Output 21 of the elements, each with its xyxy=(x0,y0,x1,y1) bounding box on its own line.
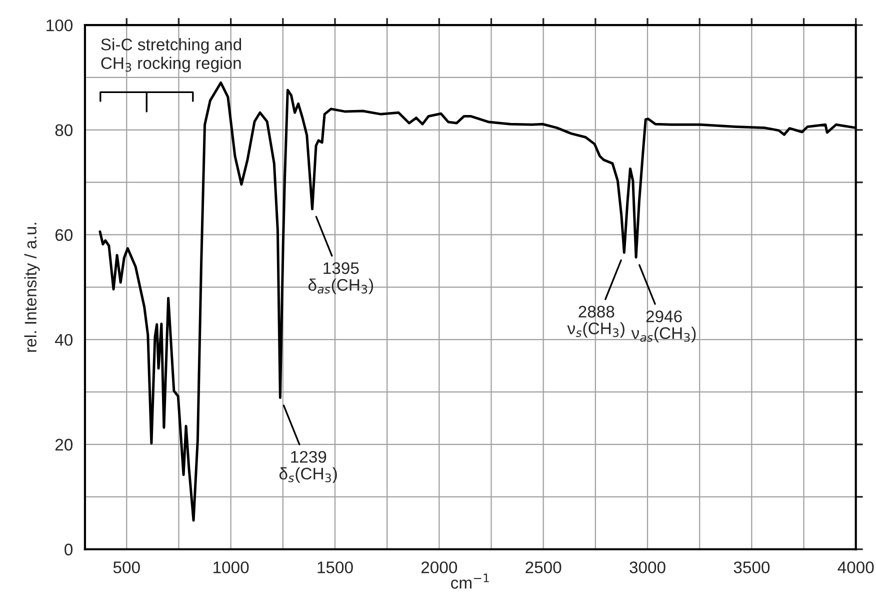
x-tick-label: 2000 xyxy=(421,561,458,574)
x-tick-label: 4000 xyxy=(838,561,874,574)
y-tick-label: 0 xyxy=(64,544,73,556)
y-tick-label: 80 xyxy=(55,124,73,136)
annotation: 2946 ν$_{as}$(CH$_{3}$) xyxy=(631,310,696,342)
x-tick-label: 1000 xyxy=(214,561,249,574)
y-axis-title: rel. Intensity / a.u. xyxy=(24,222,40,352)
x-tick-label: 2500 xyxy=(526,561,562,574)
y-tick-label: 60 xyxy=(55,229,73,241)
y-tick-label: 20 xyxy=(55,438,73,451)
x-tick-label: 3000 xyxy=(630,561,666,574)
annotation: Si-C stretching and CH$_{3}$ rocking region xyxy=(101,38,242,72)
x-tick-label: 3500 xyxy=(734,561,770,574)
y-tick-label: 40 xyxy=(55,334,73,346)
x-axis-title: cm$^{−1}$ xyxy=(451,574,489,589)
x-tick-label: 1500 xyxy=(318,561,353,574)
annotation: 1239 δ$_{s}$(CH$_{3}$) xyxy=(279,450,337,483)
x-tick-label: 500 xyxy=(113,561,140,574)
annotation: 1395 δ$_{as}$(CH$_{3}$) xyxy=(308,262,374,294)
annotation: 2888 ν$_{s}$(CH$_{3}$) xyxy=(567,306,624,338)
y-tick-label: 100 xyxy=(46,19,73,32)
